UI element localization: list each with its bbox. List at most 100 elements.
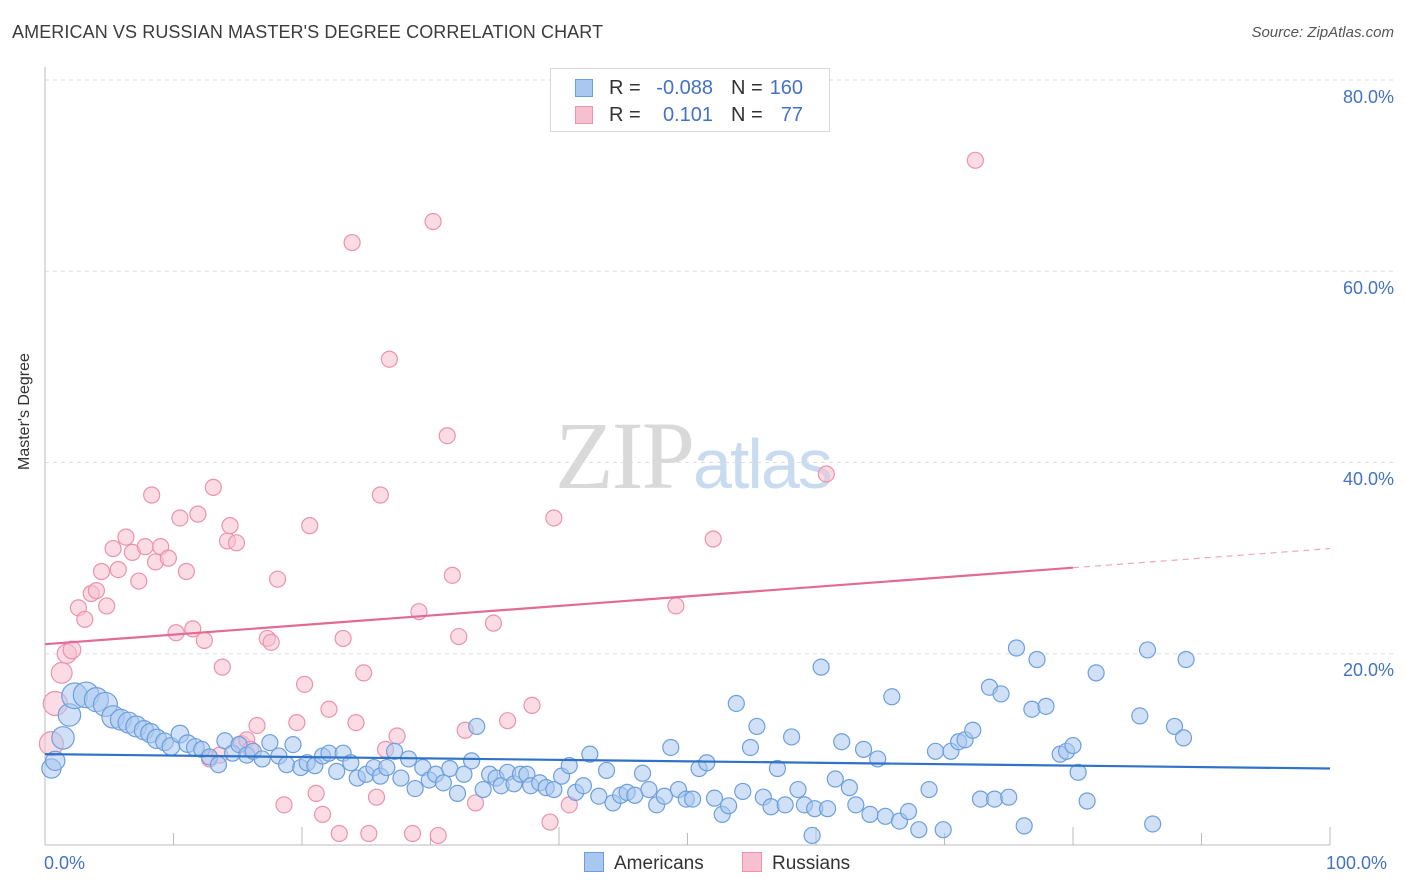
- americans-point-102: [776, 796, 794, 814]
- legend-row-americans: R = -0.088 N = 160: [551, 75, 829, 101]
- russians-point-40: [268, 570, 287, 588]
- y-tick-label-60: 60.0%: [1342, 278, 1394, 298]
- americans-point-76: [590, 787, 608, 805]
- russians-point-48: [330, 824, 348, 843]
- russians-point-72: [545, 509, 563, 527]
- americans-point-106: [803, 826, 821, 845]
- americans-point-144: [1087, 664, 1105, 682]
- x-tick-label-max: 100.0%: [1326, 853, 1388, 873]
- americans-point-103: [782, 728, 801, 746]
- russians-point-21: [167, 624, 185, 642]
- russians-point-10: [98, 597, 116, 615]
- x-tick-label-min: 0.0%: [44, 853, 86, 873]
- americans-point-83: [640, 780, 658, 799]
- americans-point-149: [1174, 729, 1193, 747]
- russians-point-22: [171, 509, 189, 527]
- watermark: ZIPatlas: [555, 400, 833, 511]
- americans-point-85: [655, 787, 673, 805]
- russians-point-13: [117, 528, 135, 546]
- americans-point-45: [378, 758, 396, 777]
- americans-point-57: [463, 752, 481, 770]
- russians-point-28: [204, 478, 222, 496]
- russians-point-52: [355, 664, 373, 682]
- americans-n-value: 160: [769, 77, 803, 99]
- russians-point-49: [334, 629, 352, 648]
- legend-row-russians: R = 0.101 N = 77: [551, 102, 829, 128]
- russians-point-20: [159, 549, 177, 567]
- axes: [44, 67, 1331, 846]
- americans-point-137: [1028, 650, 1046, 669]
- russians-point-26: [195, 631, 213, 649]
- americans-point-92: [705, 789, 724, 807]
- americans-point-58: [468, 717, 486, 736]
- russians-point-76: [817, 465, 835, 483]
- russians-r-label: R =: [609, 104, 641, 126]
- americans-n-label: N =: [731, 77, 763, 99]
- americans-point-134: [1007, 639, 1026, 657]
- russians-point-53: [360, 824, 378, 843]
- americans-point-77: [597, 761, 616, 780]
- russians-r-value: 0.101: [662, 104, 713, 126]
- watermark-atlas: atlas: [693, 425, 833, 503]
- russians-point-43: [295, 675, 314, 693]
- russians-point-37: [248, 716, 266, 735]
- y-tick-label-80: 80.0%: [1342, 87, 1394, 107]
- russians-point-54: [367, 788, 386, 806]
- americans-point-136: [1023, 700, 1041, 718]
- americans-point-135: [1015, 817, 1033, 835]
- russians-point-2: [50, 661, 73, 684]
- russians-point-4: [62, 640, 82, 660]
- russians-point-42: [288, 713, 306, 732]
- russians-point-15: [130, 572, 148, 590]
- americans-point-72: [560, 757, 578, 775]
- grid-lines: [45, 79, 1395, 655]
- americans-point-95: [727, 694, 745, 713]
- americans-point-143: [1078, 792, 1096, 810]
- americans-point-101: [768, 759, 787, 778]
- americans-point-89: [684, 790, 702, 808]
- russians-point-70: [523, 696, 541, 714]
- americans-point-22: [209, 756, 228, 774]
- americans-legend-swatch: [584, 852, 604, 872]
- americans-point-70: [545, 780, 563, 799]
- americans-point-138: [1037, 697, 1055, 715]
- americans-point-1: [45, 750, 66, 772]
- source-credit: Source: ZipAtlas.com: [1251, 24, 1394, 41]
- y-tick-label-40: 40.0%: [1342, 469, 1394, 489]
- americans-r-label: R =: [609, 77, 641, 99]
- americans-point-148: [1165, 717, 1184, 736]
- correlation-legend: R = -0.088 N = 160 R = 0.101 N = 77: [550, 68, 830, 132]
- americans-point-123: [926, 742, 945, 760]
- chart-title: AMERICAN VS RUSSIAN MASTER'S DEGREE CORR…: [12, 22, 604, 42]
- americans-point-49: [406, 779, 424, 798]
- americans-point-46: [385, 742, 404, 760]
- bottom-legend-russians[interactable]: Russians: [742, 852, 850, 875]
- russians-point-45: [307, 784, 325, 802]
- americans-point-104: [789, 780, 807, 799]
- trend-lines: [44, 547, 1331, 770]
- russians-swatch: [575, 106, 593, 124]
- americans-point-29: [261, 734, 279, 752]
- americans-point-32: [284, 735, 302, 754]
- russians-point-47: [320, 700, 338, 718]
- russians-point-23: [177, 562, 195, 581]
- americans-point-121: [910, 821, 928, 839]
- russians-point-33: [227, 534, 246, 552]
- watermark-zip: ZIP: [555, 402, 695, 509]
- russians-point-64: [443, 566, 461, 584]
- russians-point-59: [403, 824, 422, 843]
- americans-point-145: [1131, 707, 1149, 725]
- americans-point-113: [847, 796, 865, 814]
- russians-point-8: [87, 582, 106, 600]
- russians-point-69: [499, 712, 517, 730]
- russians-points: [38, 151, 984, 845]
- bottom-legend-americans[interactable]: Americans: [584, 852, 704, 875]
- americans-point-128: [964, 721, 982, 739]
- russians-point-11: [104, 539, 122, 558]
- russians-point-41: [275, 796, 293, 814]
- americans-point-142: [1069, 763, 1087, 781]
- americans-point-131: [986, 790, 1004, 808]
- russians-point-6: [76, 610, 94, 628]
- americans-point-147: [1144, 815, 1162, 833]
